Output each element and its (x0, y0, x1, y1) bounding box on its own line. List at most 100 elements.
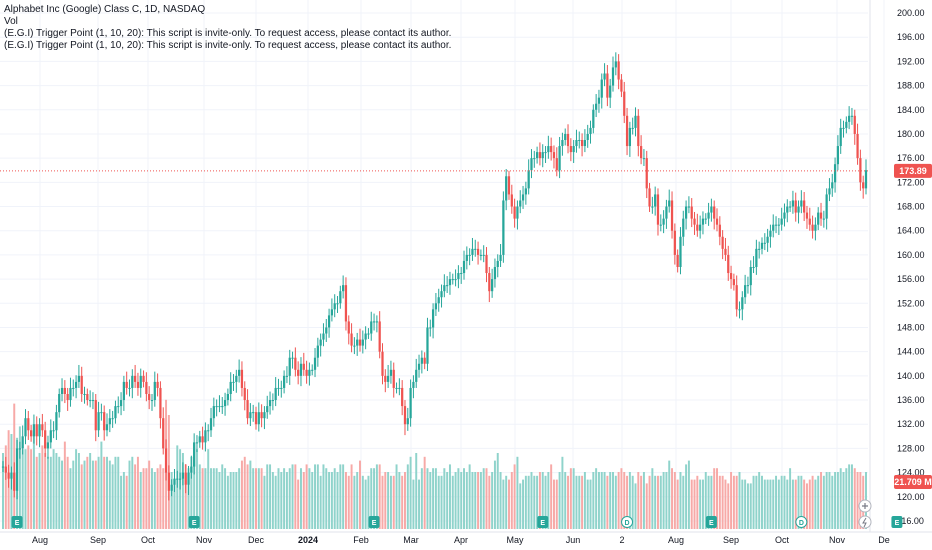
candle-body (263, 412, 266, 419)
last-price-label: 173.89 (899, 166, 927, 176)
volume-bar (58, 456, 61, 529)
volume-bar (791, 479, 794, 529)
volume-bar (617, 472, 620, 529)
volume-bar (387, 472, 390, 529)
volume-bar (671, 468, 674, 529)
volume-bar (642, 472, 645, 529)
volume-bar (94, 460, 97, 529)
candle-body (735, 285, 738, 310)
candle-body (204, 430, 207, 443)
candle-body (513, 206, 516, 219)
candle-body (254, 412, 258, 425)
candle-body (41, 424, 44, 431)
volume-bar (204, 468, 207, 529)
volume-bar (589, 479, 592, 529)
candle-body (327, 315, 331, 328)
candle-body (628, 127, 631, 147)
candle-body (505, 176, 508, 201)
y-tick-label: 148.00 (897, 322, 925, 332)
candle-body (696, 224, 699, 231)
candle-body (74, 381, 78, 388)
candle-body (122, 381, 126, 401)
volume-bar (454, 472, 457, 529)
volume-bar (392, 475, 395, 529)
volume-bar (811, 475, 814, 529)
volume-bar (558, 472, 561, 529)
x-tick-label: Aug (32, 535, 48, 545)
indicator-label-1[interactable]: (E.G.I) Trigger Point (1, 10, 20): This … (4, 28, 452, 39)
volume-bar (260, 468, 263, 529)
volume-bar (817, 475, 820, 529)
volume-bar (614, 475, 617, 529)
candle-body (597, 97, 601, 104)
candle-body (502, 200, 505, 255)
candle-body (569, 146, 572, 153)
candle-body (153, 381, 156, 401)
candle-body (302, 363, 305, 370)
candle-body (454, 279, 457, 281)
volume-bar (578, 475, 581, 529)
y-tick-label: 136.00 (897, 395, 925, 405)
volume-bar (488, 475, 491, 529)
volume-bar (120, 475, 123, 529)
lightning-button[interactable] (858, 515, 872, 529)
candle-body (746, 285, 750, 287)
volume-bar (508, 479, 510, 529)
candle-body (285, 375, 289, 377)
candle-body (347, 321, 350, 334)
volume-bar (468, 464, 471, 529)
candle-body (173, 478, 176, 485)
candle-body (49, 430, 52, 443)
candle-body (476, 248, 480, 255)
volume-bar (775, 475, 778, 529)
candle-body (91, 400, 95, 402)
volume-bar (63, 441, 66, 529)
indicator-label-2[interactable]: (E.G.I) Trigger Point (1, 10, 20): This … (4, 40, 452, 51)
volume-bar (839, 468, 842, 529)
candle-body (170, 484, 173, 491)
volume-bar (457, 468, 460, 529)
candle-body (86, 394, 89, 401)
candle-body (583, 140, 587, 147)
candle-body (665, 206, 668, 219)
volume-label[interactable]: Vol (4, 16, 18, 27)
candle-body (125, 381, 128, 388)
volume-bar (145, 468, 148, 529)
add-alert-button[interactable] (858, 499, 872, 513)
volume-bar (859, 472, 862, 529)
candle-body (721, 236, 724, 249)
symbol-title[interactable]: Alphabet Inc (Google) Class C, 1D, NASDA… (4, 4, 206, 15)
volume-bar (41, 445, 44, 529)
volume-bar (395, 464, 398, 529)
plus-icon-glyph (862, 503, 868, 509)
volume-bar (465, 472, 468, 529)
volume-bar (401, 475, 404, 529)
volume-bar (533, 475, 536, 529)
volume-bar (18, 426, 21, 529)
candle-body (389, 369, 393, 376)
volume-bar (339, 464, 342, 529)
volume-bar (80, 464, 83, 529)
volume-bar (375, 464, 378, 529)
candle-body (819, 212, 823, 219)
candle-body (375, 321, 378, 323)
candle-body (66, 394, 69, 401)
volume-bar (24, 449, 27, 529)
earnings-marker-label: E (895, 520, 900, 527)
volume-bar (38, 453, 41, 529)
volume-bar (797, 475, 800, 529)
volume-bar (758, 472, 761, 529)
candle-body (589, 127, 592, 134)
volume-bar (721, 475, 724, 529)
earnings-marker-label: E (372, 520, 377, 527)
volume-bar (415, 453, 418, 529)
earnings-marker (11, 516, 23, 528)
x-tick-label: Feb (353, 535, 369, 545)
volume-bar (181, 453, 184, 529)
volume-bar (524, 475, 527, 529)
volume-bar (136, 456, 139, 529)
volume-bar (654, 475, 657, 529)
candle-body (654, 194, 657, 207)
